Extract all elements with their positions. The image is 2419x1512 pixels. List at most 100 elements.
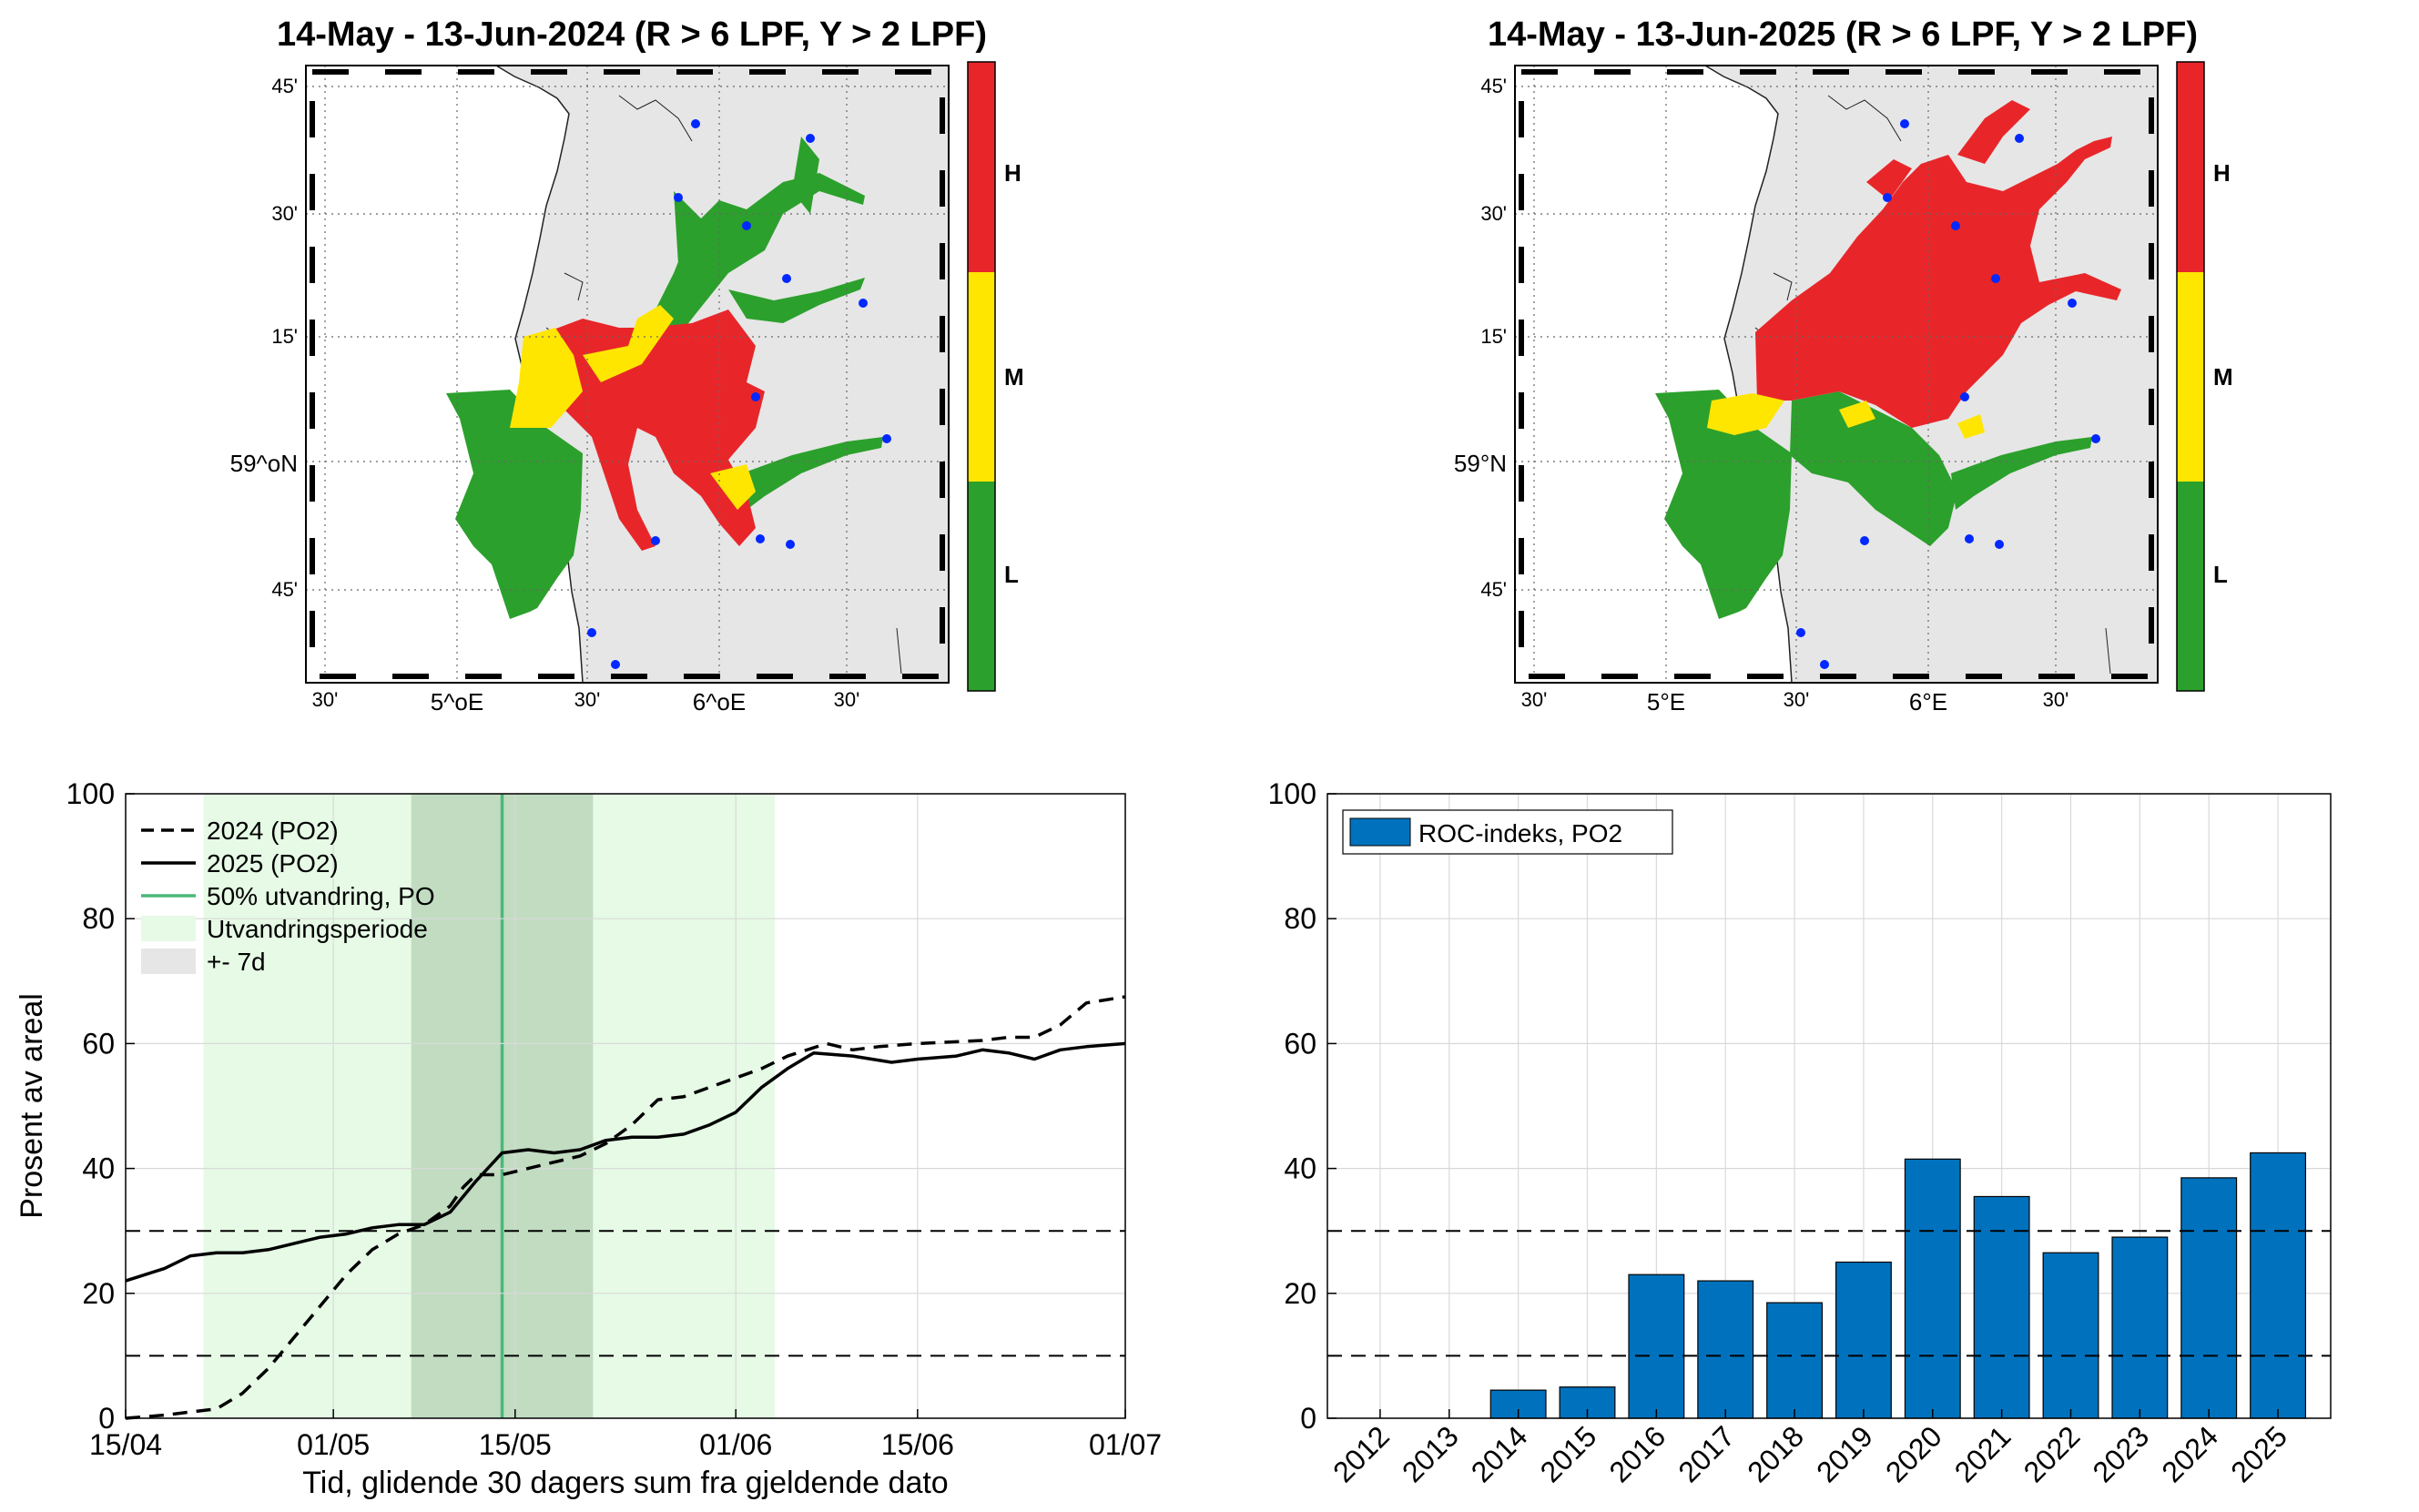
- map-frame-border: [310, 69, 945, 679]
- svg-text:30': 30': [271, 202, 298, 225]
- svg-text:15': 15': [1480, 325, 1507, 348]
- y-tick-labels: 0 20 40 60 80 100: [66, 777, 135, 1435]
- svg-text:30': 30': [312, 688, 339, 711]
- threshold-lines: [1327, 1230, 2331, 1357]
- colorbar-medium: [968, 272, 995, 482]
- bar-2020: [1904, 1158, 1961, 1419]
- legend-label: 2025 (PO2): [207, 849, 339, 878]
- x-tick-label: 2016: [1603, 1419, 1672, 1488]
- coastline-detail: [1754, 95, 2111, 675]
- colorbar-low: [968, 482, 995, 691]
- fjord-green-arm-b: [728, 278, 865, 323]
- map-lat-labels: 45' 30' 15' 59°N 45': [1454, 75, 1507, 601]
- fjord-green-arm-d: [1951, 437, 2092, 510]
- bar-2019: [1835, 1261, 1892, 1419]
- x-tick-label: 15/05: [479, 1428, 552, 1461]
- plot-frame: [125, 793, 1126, 1419]
- x-tick-label: 01/07: [1089, 1428, 1162, 1461]
- x-tick-label: 15/06: [881, 1428, 954, 1461]
- x-tick-label: 2019: [1810, 1419, 1879, 1488]
- bar-2022: [2042, 1252, 2099, 1419]
- x-tick-label: 2021: [1948, 1419, 2018, 1488]
- colorbar-medium: [2177, 272, 2204, 482]
- svg-text:45': 45': [1480, 75, 1507, 97]
- bar-2025: [2250, 1152, 2307, 1419]
- x-tick-label: 2022: [2018, 1419, 2087, 1488]
- series-line-2025: [125, 1041, 1126, 1283]
- legend-swatch-roc: [1349, 817, 1411, 847]
- svg-text:6°E: 6°E: [1909, 688, 1947, 715]
- plot-background: [203, 794, 775, 1418]
- map-panel-2024: 14-May - 13-Jun-2024 (R > 6 LPF, Y > 2 L…: [230, 15, 1024, 715]
- fjord-green-arm-d: [742, 437, 883, 510]
- map-title-2025: 14-May - 13-Jun-2025 (R > 6 LPF, Y > 2 L…: [1488, 15, 2198, 54]
- y-tick-label: 60: [1284, 1027, 1316, 1060]
- x-tick-label: 2017: [1672, 1419, 1741, 1488]
- legend-label: ROC-indeks, PO2: [1418, 819, 1622, 847]
- legend: 2024 (PO2) 2025 (PO2) 50% utvandring, PO Ut…: [141, 817, 435, 976]
- svg-text:30': 30': [2043, 688, 2069, 711]
- svg-text:M: M: [1004, 363, 1024, 391]
- y-tick-label: 20: [82, 1277, 115, 1310]
- series-lines: [125, 995, 1126, 1420]
- map-graticule: [306, 66, 949, 683]
- y-tick-label: 20: [1284, 1277, 1316, 1310]
- y-tick-label: 100: [1268, 777, 1316, 810]
- svg-text:45': 45': [271, 75, 298, 97]
- y-tick-label: 40: [1284, 1152, 1316, 1185]
- map-frame: [1514, 65, 2159, 684]
- fjord-green-sea: [446, 390, 583, 619]
- legend-label: 2024 (PO2): [207, 817, 339, 845]
- colorbar-high: [2177, 62, 2204, 272]
- x-tick-label: 2024: [2155, 1419, 2224, 1488]
- svg-text:6^oE: 6^oE: [693, 688, 746, 715]
- map-panel-2025: 14-May - 13-Jun-2025 (R > 6 LPF, Y > 2 L…: [1454, 15, 2233, 715]
- map-lon-labels: 30' 5°E 30' 6°E 30': [1521, 688, 2069, 715]
- grid-lines: [1327, 793, 2331, 1419]
- svg-text:30': 30': [1521, 688, 1548, 711]
- fjord-yellow: [510, 305, 756, 510]
- threshold-lines: [126, 1230, 1125, 1357]
- map-frame: [305, 65, 950, 684]
- coastline-detail: [545, 95, 902, 675]
- svg-text:L: L: [1004, 561, 1019, 588]
- map-lon-labels: 30' 5^oE 30' 6^oE 30': [312, 688, 860, 715]
- x-tick-label: 2015: [1534, 1419, 1603, 1488]
- x-axis-label: Tid, glidende 30 dagers sum fra gjeldend…: [302, 1466, 948, 1500]
- map-lat-labels: 45' 30' 15' 59^oN 45': [230, 75, 298, 601]
- svg-text:30': 30': [574, 688, 601, 711]
- x-tick-label: 2012: [1326, 1419, 1396, 1488]
- svg-text:M: M: [2213, 363, 2233, 391]
- svg-text:30': 30': [1480, 202, 1507, 225]
- y-tick-label: 80: [82, 902, 115, 935]
- map-title-2024: 14-May - 13-Jun-2024 (R > 6 LPF, Y > 2 L…: [277, 15, 987, 54]
- fjord-red-arm: [1866, 100, 2030, 200]
- legend-label: Utvandringsperiode: [207, 915, 428, 943]
- station-markers: [1796, 119, 2100, 669]
- y-tick-labels: 0 20 40 60 80 100: [1268, 777, 1337, 1435]
- plot-frame: [1326, 793, 2332, 1419]
- colorbar-low: [2177, 482, 2204, 691]
- legend-label: 50% utvandring, PO: [207, 882, 435, 910]
- svg-text:L: L: [2213, 561, 2228, 588]
- line-chart: 0 20 40 60 80 100 15/04 01/05 15/05 01/06 15/06 01…: [15, 777, 1162, 1500]
- svg-text:30': 30': [834, 688, 860, 711]
- bars: [1489, 1152, 2307, 1419]
- colorbar-high: [968, 62, 995, 272]
- map-graticule: [1515, 66, 2158, 683]
- bar-2021: [1973, 1195, 2030, 1419]
- svg-text:H: H: [1004, 159, 1021, 187]
- fjord-green-south: [1790, 391, 1957, 546]
- legend-swatch-pm7d: [141, 949, 196, 974]
- svg-text:45': 45': [1480, 578, 1507, 601]
- x-tick-label: 2018: [1741, 1419, 1810, 1488]
- svg-text:30': 30': [1784, 688, 1810, 711]
- map-colorbar: H M L: [2176, 61, 2233, 692]
- y-tick-label: 80: [1284, 902, 1316, 935]
- station-markers: [587, 119, 891, 669]
- map-frame-border: [1519, 69, 2154, 679]
- svg-text:5°E: 5°E: [1647, 688, 1685, 715]
- x-tick-labels: 15/04 01/05 15/05 01/06 15/06 01/07: [89, 1409, 1162, 1461]
